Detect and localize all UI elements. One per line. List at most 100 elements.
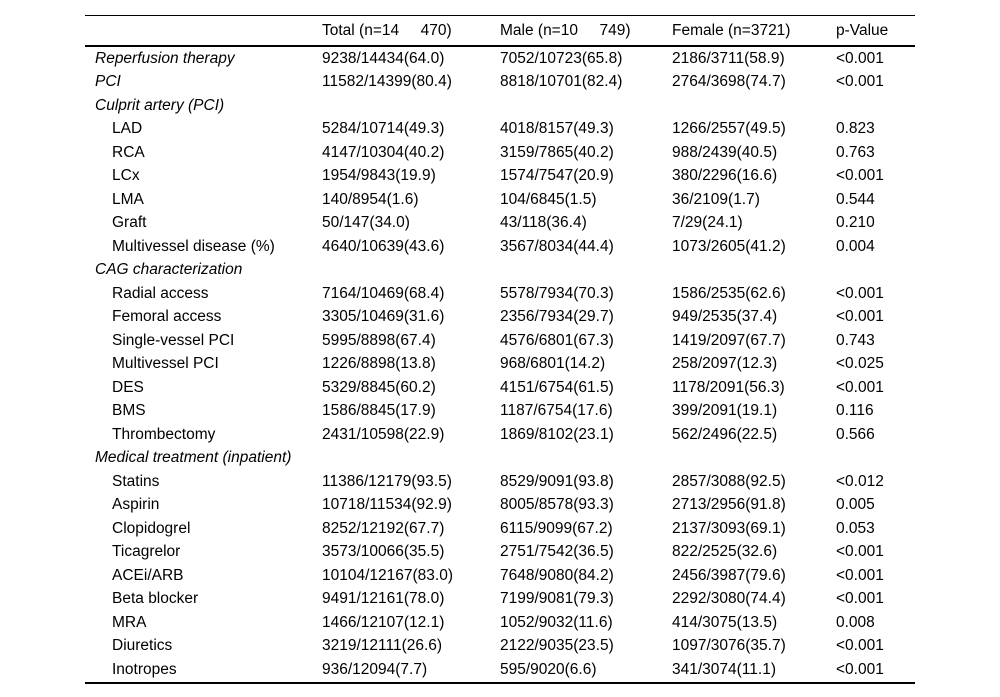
data-row: Graft 50/147(34.0) 43/118(36.4) 7/29(24.1) 0… bbox=[85, 212, 915, 236]
female-cell: 2713/2956(91.8) bbox=[672, 496, 786, 514]
row-label-cell: LCx bbox=[112, 167, 140, 185]
female-cell bbox=[672, 94, 836, 118]
total-cell: 140/8954(1.6) bbox=[322, 190, 419, 208]
male-cell: 2356/7934(29.7) bbox=[500, 308, 614, 326]
total-cell: 9238/14434(64.0) bbox=[322, 49, 445, 67]
male-cell: 1869/8102(23.1) bbox=[500, 425, 614, 443]
male-cell: 8818/10701(82.4) bbox=[500, 73, 623, 91]
row-label-cell: Clopidogrel bbox=[112, 519, 191, 537]
male-cell: 4576/6801(67.3) bbox=[500, 331, 614, 349]
female-cell: 988/2439(40.5) bbox=[672, 143, 778, 161]
female-cell: 822/2525(32.6) bbox=[672, 543, 778, 561]
row-label-cell: LMA bbox=[112, 190, 144, 208]
total-cell: 3305/10469(31.6) bbox=[322, 308, 445, 326]
male-cell: 7052/10723(65.8) bbox=[500, 49, 623, 67]
male-cell: 968/6801(14.2) bbox=[500, 355, 606, 373]
column-header-stub bbox=[85, 15, 322, 47]
female-cell bbox=[672, 447, 836, 471]
pvalue-cell: 0.053 bbox=[836, 519, 875, 537]
male-cell: 4018/8157(49.3) bbox=[500, 120, 614, 138]
female-cell: 2764/3698(74.7) bbox=[672, 73, 786, 91]
column-header-male: Male (n=10 749) bbox=[500, 15, 672, 47]
column-header-total: Total (n=14 470) bbox=[322, 15, 500, 47]
male-cell bbox=[500, 94, 672, 118]
data-row: DES 5329/8845(60.2) 4151/6754(61.5) 1178/20… bbox=[85, 376, 915, 400]
total-cell: 7164/10469(68.4) bbox=[322, 284, 445, 302]
male-cell: 43/118(36.4) bbox=[500, 214, 587, 232]
female-cell: 2186/3711(58.9) bbox=[672, 49, 785, 67]
total-cell: 9491/12161(78.0) bbox=[322, 590, 445, 608]
paper-table: Total (n=14 470) Male (n=10 749) Female … bbox=[85, 15, 915, 684]
male-cell bbox=[500, 259, 672, 283]
data-row: Single-vessel PCI 5995/8898(67.4) 4576/680… bbox=[85, 329, 915, 353]
male-cell: 2122/9035(23.5) bbox=[500, 637, 614, 655]
female-cell: 2857/3088(92.5) bbox=[672, 472, 786, 490]
row-label-cell: Inotropes bbox=[112, 660, 177, 678]
pvalue-cell: <0.001 bbox=[836, 637, 884, 655]
female-cell: 949/2535(37.4) bbox=[672, 308, 778, 326]
row-label-cell: DES bbox=[112, 378, 144, 396]
male-cell: 1574/7547(20.9) bbox=[500, 167, 614, 185]
total-cell: 11386/12179(93.5) bbox=[322, 472, 452, 490]
section-header-row: Culprit artery (PCI) bbox=[85, 94, 915, 118]
female-cell bbox=[672, 259, 836, 283]
pvalue-cell: <0.001 bbox=[836, 284, 884, 302]
data-row: Statins 11386/12179(93.5) 8529/9091(93.8) 2… bbox=[85, 470, 915, 494]
data-row: Diuretics 3219/12111(26.6) 2122/9035(23.5)… bbox=[85, 635, 915, 659]
pvalue-cell: <0.001 bbox=[836, 543, 884, 561]
male-cell: 3159/7865(40.2) bbox=[500, 143, 614, 161]
male-cell: 3567/8034(44.4) bbox=[500, 237, 614, 255]
row-label-cell: Culprit artery (PCI) bbox=[95, 96, 225, 114]
column-header-female: Female (n=3721) bbox=[672, 15, 836, 47]
column-header-pvalue: p-Value bbox=[836, 15, 915, 47]
male-cell: 7199/9081(79.3) bbox=[500, 590, 614, 608]
total-cell: 5284/10714(49.3) bbox=[322, 120, 445, 138]
female-cell: 2137/3093(69.1) bbox=[672, 519, 786, 537]
data-row: Clopidogrel 8252/12192(67.7) 6115/9099(67.… bbox=[85, 517, 915, 541]
pvalue-cell: <0.025 bbox=[836, 355, 884, 373]
pvalue-cell: 0.763 bbox=[836, 143, 875, 161]
row-label-cell: Ticagrelor bbox=[112, 543, 181, 561]
pvalue-cell: <0.001 bbox=[836, 660, 884, 678]
data-row: BMS 1586/8845(17.9) 1187/6754(17.6) 399/209… bbox=[85, 400, 915, 424]
total-cell: 936/12094(7.7) bbox=[322, 660, 428, 678]
row-label-cell: BMS bbox=[112, 402, 146, 420]
male-cell: 8005/8578(93.3) bbox=[500, 496, 614, 514]
total-cell: 1226/8898(13.8) bbox=[322, 355, 436, 373]
row-label-cell: CAG characterization bbox=[95, 261, 243, 279]
male-cell: 595/9020(6.6) bbox=[500, 660, 597, 678]
female-cell: 380/2296(16.6) bbox=[672, 167, 778, 185]
pvalue-cell: 0.823 bbox=[836, 120, 875, 138]
data-row: RCA 4147/10304(40.2) 3159/7865(40.2) 988/24… bbox=[85, 141, 915, 165]
table-header-row: Total (n=14 470) Male (n=10 749) Female … bbox=[85, 15, 915, 47]
data-row: Thrombectomy 2431/10598(22.9) 1869/8102(23… bbox=[85, 423, 915, 447]
table-header: Total (n=14 470) Male (n=10 749) Female … bbox=[85, 15, 915, 47]
pvalue-cell: <0.001 bbox=[836, 49, 884, 67]
pvalue-cell: <0.012 bbox=[836, 472, 884, 490]
female-cell: 341/3074(11.1) bbox=[672, 660, 776, 678]
total-cell: 4147/10304(40.2) bbox=[322, 143, 445, 161]
data-row: Multivessel PCI 1226/8898(13.8) 968/6801(1… bbox=[85, 353, 915, 377]
pvalue-cell: 0.566 bbox=[836, 425, 875, 443]
section-header-row: CAG characterization bbox=[85, 259, 915, 283]
pvalue-cell: 0.116 bbox=[836, 402, 874, 420]
pvalue-cell: <0.001 bbox=[836, 590, 884, 608]
row-label-cell: Medical treatment (inpatient) bbox=[95, 449, 292, 467]
pvalue-cell: <0.001 bbox=[836, 566, 884, 584]
row-label-cell: Multivessel PCI bbox=[112, 355, 219, 373]
data-row: ACEi/ARB 10104/12167(83.0) 7648/9080(84.2)… bbox=[85, 564, 915, 588]
row-label-cell: Aspirin bbox=[112, 496, 160, 514]
total-cell: 50/147(34.0) bbox=[322, 214, 410, 232]
female-cell: 414/3075(13.5) bbox=[672, 613, 778, 631]
total-cell: 3219/12111(26.6) bbox=[322, 637, 443, 655]
data-row: Radial access 7164/10469(68.4) 5578/7934(7… bbox=[85, 282, 915, 306]
data-row: Beta blocker 9491/12161(78.0) 7199/9081(79… bbox=[85, 588, 915, 612]
data-row: PCI 11582/14399(80.4) 8818/10701(82.4) 2764… bbox=[85, 71, 915, 95]
pvalue-cell: <0.001 bbox=[836, 167, 884, 185]
row-label-cell: MRA bbox=[112, 613, 147, 631]
female-cell: 1266/2557(49.5) bbox=[672, 120, 786, 138]
total-cell bbox=[322, 447, 500, 471]
row-label-cell: Graft bbox=[112, 214, 147, 232]
pvalue-cell bbox=[836, 447, 915, 471]
data-row: LAD 5284/10714(49.3) 4018/8157(49.3) 1266/2… bbox=[85, 118, 915, 142]
